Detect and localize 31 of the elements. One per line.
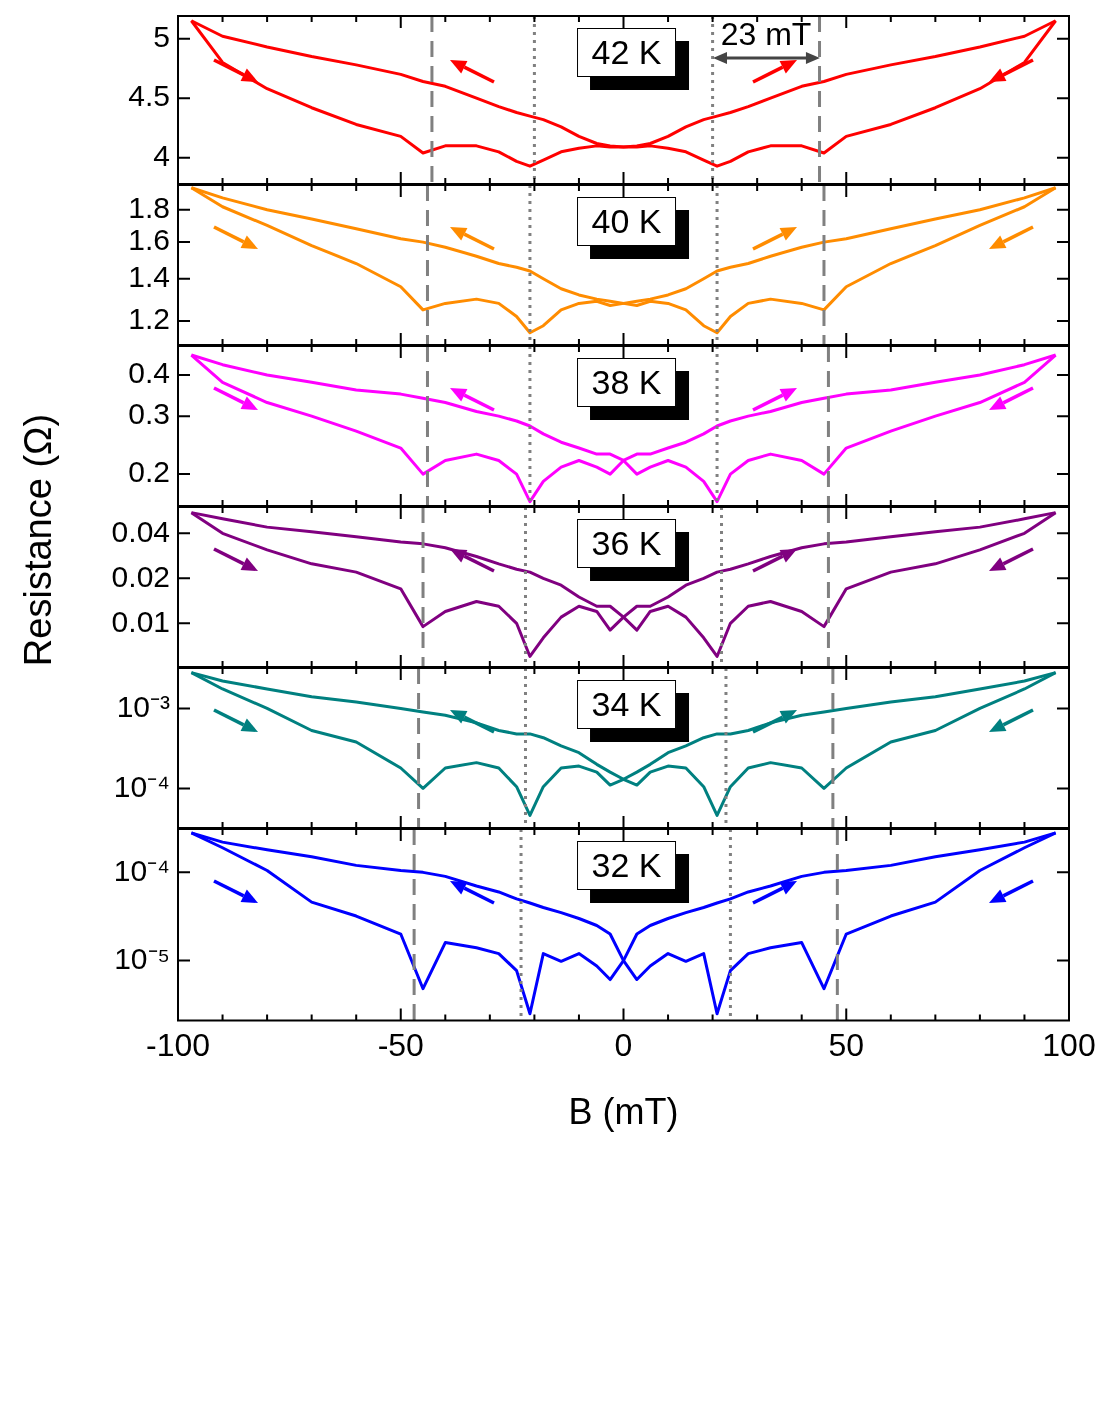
y-tick-label: 0.04 bbox=[111, 514, 170, 548]
text: 34 K bbox=[576, 680, 677, 729]
y-axis-title: Resistance (Ω) bbox=[16, 413, 60, 667]
y-tick-label: 4 bbox=[153, 139, 170, 173]
text: 38 K bbox=[576, 358, 677, 407]
x-tick-label: -50 bbox=[377, 1027, 424, 1064]
y-tick-label: 0.01 bbox=[111, 604, 170, 638]
text: 36 K bbox=[576, 519, 677, 568]
y-tick-label: 10⁻³ bbox=[116, 689, 171, 723]
y-tick-label: 0.4 bbox=[128, 356, 170, 390]
x-tick-label: 0 bbox=[614, 1027, 633, 1064]
x-axis-title: B (mT) bbox=[568, 1091, 679, 1133]
y-tick-label: 4.5 bbox=[128, 79, 170, 113]
y-tick-label: 1.8 bbox=[128, 191, 170, 225]
y-tick-label: 0.02 bbox=[111, 559, 170, 593]
y-tick-label: 0.2 bbox=[128, 455, 170, 489]
x-tick-label: 100 bbox=[1042, 1027, 1096, 1064]
y-tick-label: 1.2 bbox=[128, 302, 170, 336]
text: 32 K bbox=[576, 841, 677, 890]
y-tick-label: 1.4 bbox=[128, 260, 170, 294]
x-tick-label: 50 bbox=[828, 1027, 865, 1064]
text: 42 K bbox=[576, 28, 677, 77]
y-tick-label: 10⁻⁴ bbox=[113, 853, 170, 887]
y-tick-label: 10⁻⁵ bbox=[114, 941, 170, 975]
y-tick-label: 0.3 bbox=[128, 397, 170, 431]
annotation: 23 mT bbox=[720, 15, 812, 52]
text: 40 K bbox=[576, 197, 677, 246]
y-tick-label: 5 bbox=[153, 19, 170, 53]
y-tick-label: 10⁻⁴ bbox=[113, 769, 170, 803]
y-tick-label: 1.6 bbox=[128, 223, 170, 257]
x-tick-label: -100 bbox=[145, 1027, 211, 1064]
